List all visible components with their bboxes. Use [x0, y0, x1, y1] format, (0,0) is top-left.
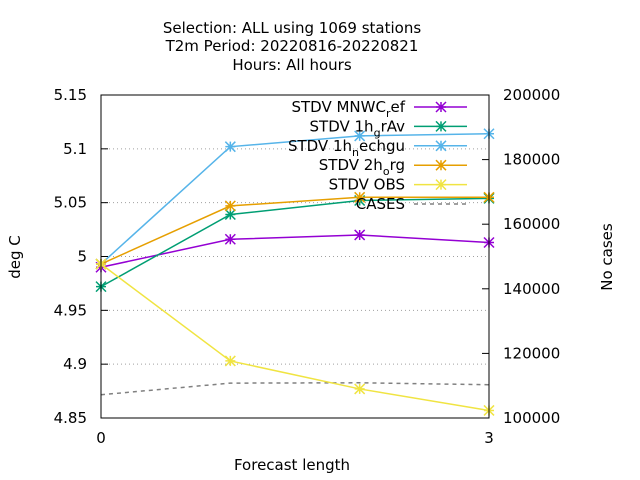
series-line [100, 234, 490, 268]
legend-subscript: n [352, 146, 359, 159]
series-line [100, 133, 490, 265]
y-tick-label: 5.05 [54, 194, 87, 212]
legend-tail: rg [390, 156, 405, 174]
legend-subscript: o [383, 165, 390, 178]
data-point [354, 229, 366, 241]
legend-tail: rAv [381, 117, 406, 135]
series-3 [95, 191, 495, 270]
y-tick-label: 4.95 [54, 301, 87, 319]
legend-marker-0 [435, 101, 447, 113]
legend-text: STDV 1h [310, 117, 374, 135]
data-point [224, 208, 236, 221]
legend-label-1: STDV 1hgrAv [310, 117, 406, 139]
series-layer [95, 128, 495, 416]
data-point [354, 191, 366, 203]
data-point [354, 383, 366, 395]
legend-label-3: STDV 2horg [319, 156, 405, 178]
data-point [224, 200, 236, 212]
y-tick-label: 4.9 [63, 355, 87, 373]
x-tick-label: 3 [484, 429, 494, 447]
legend-label-4: STDV OBS [329, 176, 405, 194]
y2-tick-label: 120000 [503, 344, 560, 362]
legend-tail: ef [390, 98, 405, 116]
series-line [100, 263, 490, 412]
legend-text: CASES [356, 195, 405, 213]
data-point [354, 130, 366, 142]
series-1 [95, 192, 495, 293]
title-line-3: Hours: All hours [232, 56, 351, 74]
legend-text: STDV 2h [319, 156, 383, 174]
y-tick-label: 5.1 [63, 140, 87, 158]
y-axis-right: 100000 120000 140000 160000 180000 200000 [482, 86, 560, 427]
legend-marker-3 [435, 159, 447, 171]
chart-title: Selection: ALL using 1069 stations T2m P… [163, 19, 422, 74]
y2-tick-label: 200000 [503, 86, 560, 104]
legend-marker-4 [435, 179, 447, 191]
cases-layer [100, 382, 490, 396]
x-axis-label: Forecast length [234, 456, 350, 474]
title-line-2: T2m Period: 20220816-20220821 [165, 37, 419, 55]
y2-tick-label: 100000 [503, 409, 560, 427]
legend-marker-1 [435, 120, 447, 132]
series-0 [95, 229, 495, 273]
x-tick-label: 0 [96, 429, 106, 447]
legend-subscript: g [374, 126, 381, 139]
y-tick-label: 5.15 [54, 86, 87, 104]
y2-axis-label: No cases [598, 223, 616, 291]
y-axis-left: 4.85 4.9 4.95 5 5.05 5.1 5.15 [54, 86, 108, 427]
series-line [100, 197, 490, 288]
data-point [224, 355, 236, 367]
y2-tick-label: 140000 [503, 280, 560, 298]
data-point [224, 141, 236, 153]
y-tick-label: 4.85 [54, 409, 87, 427]
y2-tick-label: 180000 [503, 151, 560, 169]
legend-marker-2 [435, 140, 447, 152]
legend-tail: echgu [359, 137, 405, 155]
legend-label-2: STDV 1hnechgu [288, 137, 405, 159]
y2-tick-label: 160000 [503, 215, 560, 233]
grid [101, 148, 489, 365]
legend-subscript: r [386, 107, 391, 120]
series-line [100, 382, 490, 396]
series-5 [100, 382, 490, 396]
data-point [224, 233, 236, 245]
legend-text: STDV MNWC [291, 98, 385, 116]
series-4 [95, 258, 495, 416]
legend-text: STDV 1h [288, 137, 352, 155]
legend-label-5: CASES [356, 195, 405, 213]
series-line [100, 196, 489, 265]
title-line-1: Selection: ALL using 1069 stations [163, 19, 422, 37]
y-tick-label: 5 [77, 248, 87, 266]
legend-label-0: STDV MNWCref [291, 98, 405, 120]
legend-text: STDV OBS [329, 176, 405, 194]
y-axis-label: deg C [6, 235, 24, 279]
